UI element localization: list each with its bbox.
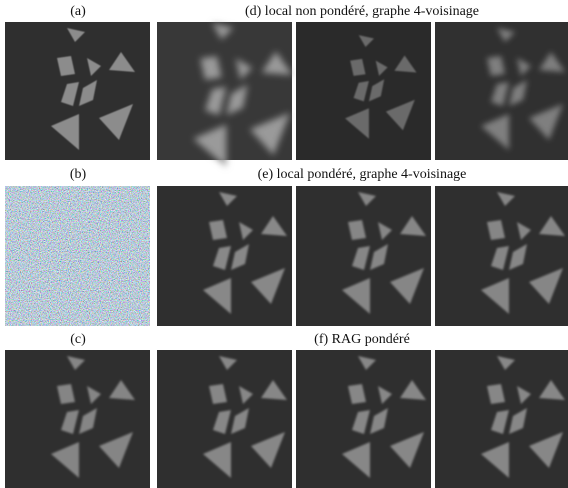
image (5, 350, 150, 488)
caption: (c) (70, 332, 86, 347)
image (296, 22, 431, 160)
image (157, 186, 292, 326)
caption: (a) (70, 4, 86, 19)
image (435, 350, 568, 488)
caption: (f) RAG pondéré (314, 332, 410, 347)
image (157, 350, 292, 488)
image (296, 186, 431, 326)
page: {"left_column": ["(a)", "(b)", "(c)"], "… (0, 0, 568, 488)
caption: (b) (70, 167, 87, 182)
image (157, 22, 292, 167)
image (5, 22, 150, 160)
caption: (e) local pondéré, graphe 4-voisinage (258, 167, 467, 182)
caption: (d) local non pondéré, graphe 4-voisinag… (245, 4, 479, 19)
figure: (a) (b) (c) (d) local non pondéré, graph… (0, 0, 568, 488)
image (435, 22, 568, 160)
image (435, 186, 568, 326)
image (5, 186, 150, 326)
image (296, 350, 431, 488)
